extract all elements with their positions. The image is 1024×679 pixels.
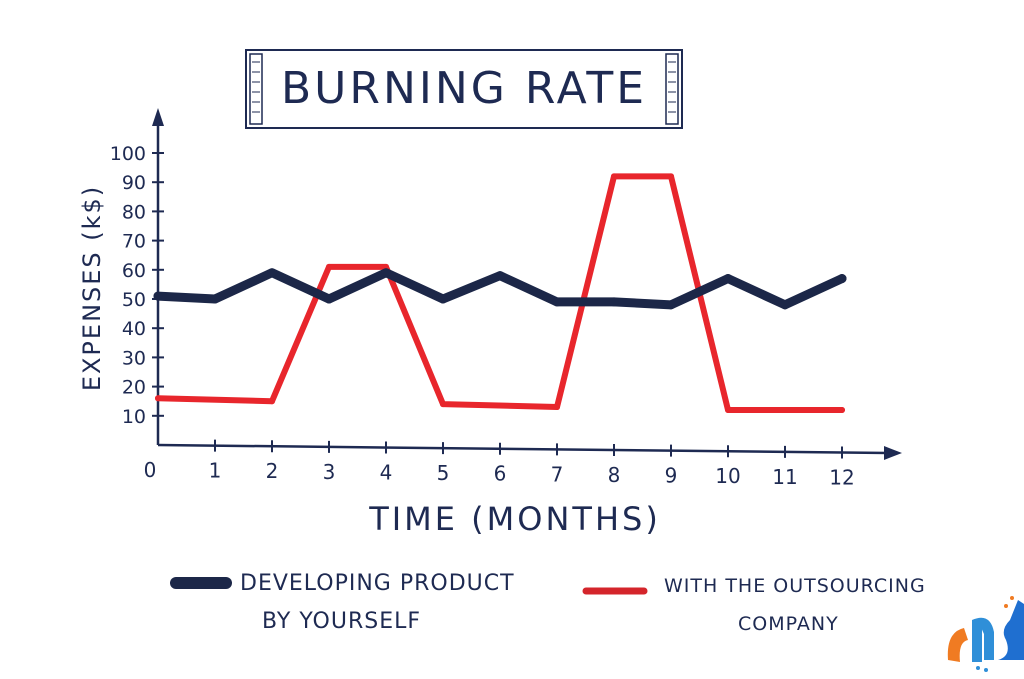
x-tick-label: 3 (323, 460, 336, 484)
x-tick-label: 4 (380, 460, 393, 484)
y-tick-label: 30 (122, 347, 146, 369)
data-point-outsourcing (383, 263, 389, 270)
y-tick-label: 90 (122, 172, 146, 194)
series-layer (153, 173, 847, 413)
legend-label-developing-line2: BY YOURSELF (262, 609, 421, 634)
y-tick-label: 100 (110, 143, 146, 165)
legend-label-outsourcing-line1: WITH THE OUTSOURCING (664, 575, 926, 597)
x-tick-label: 8 (608, 463, 621, 487)
data-point-outsourcing (440, 401, 446, 408)
data-point-developing (666, 300, 676, 310)
series-line-outsourcing (155, 173, 845, 413)
data-point-developing (552, 297, 562, 307)
data-point-developing (153, 291, 163, 301)
y-axis-arrow (152, 108, 164, 126)
data-point-outsourcing (155, 395, 161, 402)
data-point-outsourcing (725, 406, 731, 413)
brand-logo (947, 596, 1024, 672)
data-point-developing (210, 294, 220, 304)
data-point-developing (723, 274, 733, 284)
data-point-developing (438, 294, 448, 304)
legend-label-developing-line1: DEVELOPING PRODUCT (240, 571, 515, 596)
legend-label-outsourcing: WITH THE OUTSOURCING COMPANY (664, 575, 933, 635)
data-point-outsourcing (839, 406, 845, 413)
data-point-outsourcing (326, 263, 332, 270)
y-tick-label: 50 (122, 289, 146, 311)
x-axis-arrow (884, 446, 902, 460)
y-tick-label: 20 (122, 377, 146, 399)
x-tick-label: 7 (551, 462, 564, 486)
y-tick-label: 10 (122, 406, 146, 428)
x-tick-label: 12 (829, 465, 854, 489)
y-tick-label: 60 (122, 260, 146, 282)
title-banner: BURNING RATE (245, 49, 683, 129)
x-tick-label: 6 (494, 462, 507, 486)
data-point-developing (837, 274, 847, 284)
x-tick-label: 11 (772, 465, 797, 489)
x-axis-label: TIME (MONTHS) (368, 500, 661, 538)
y-tick-label: 70 (122, 231, 146, 253)
x-tick-label: 0 (144, 458, 157, 482)
x-tick-label: 9 (665, 464, 678, 488)
data-point-outsourcing (269, 398, 275, 405)
data-point-outsourcing (668, 173, 674, 180)
x-tick-label: 5 (437, 461, 450, 485)
data-point-outsourcing (611, 173, 617, 180)
y-axis-label: EXPENSES (k$) (78, 185, 106, 391)
legend-label-developing: DEVELOPING PRODUCT BY YOURSELF (240, 571, 523, 634)
data-point-developing (324, 294, 334, 304)
data-point-developing (381, 268, 391, 278)
data-point-developing (267, 268, 277, 278)
legend-label-outsourcing-line2: COMPANY (738, 613, 839, 635)
data-point-developing (780, 300, 790, 310)
data-point-outsourcing (554, 404, 560, 411)
data-point-developing (495, 271, 505, 281)
y-tick-label: 80 (122, 201, 146, 223)
y-tick-label: 40 (122, 318, 146, 340)
x-tick-label: 2 (266, 459, 279, 483)
legend: DEVELOPING PRODUCT BY YOURSELF WITH THE … (170, 571, 933, 635)
chart-title: BURNING RATE (281, 63, 647, 114)
axes (156, 120, 889, 455)
x-tick-label: 10 (715, 464, 740, 488)
data-point-developing (609, 297, 619, 307)
x-axis (157, 443, 889, 455)
x-tick-label: 1 (209, 459, 222, 483)
